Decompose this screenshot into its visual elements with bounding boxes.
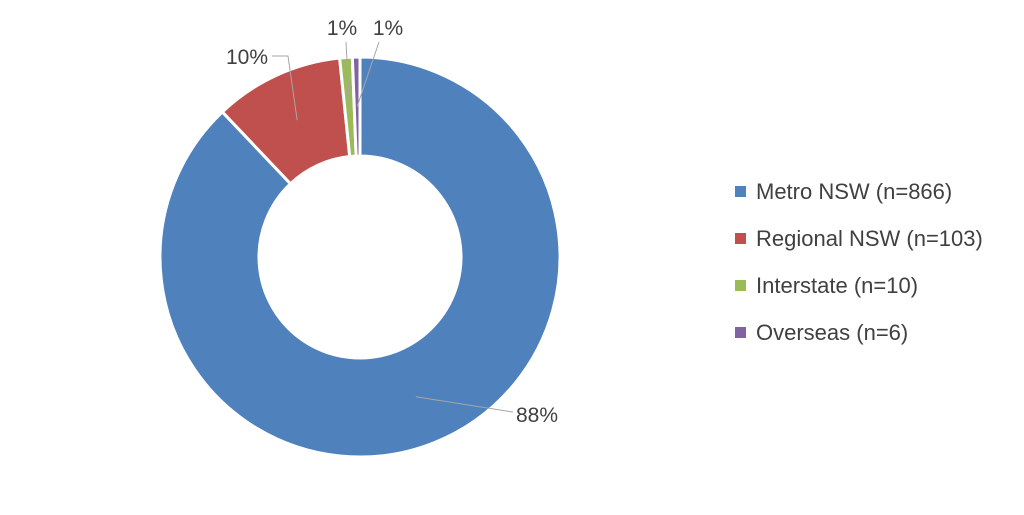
chart-data-labels: 88% 10% 1% 1% bbox=[226, 17, 558, 427]
legend-label-metro-nsw: Metro NSW (n=866) bbox=[756, 178, 953, 204]
legend-swatch-regional-nsw bbox=[735, 233, 746, 244]
leader-line-regional-nsw bbox=[272, 55, 298, 121]
chart-slices bbox=[158, 55, 562, 459]
slice-metro-nsw bbox=[158, 55, 562, 459]
legend-swatch-overseas bbox=[735, 327, 746, 338]
slice-overseas bbox=[350, 55, 362, 158]
legend-item-metro-nsw: Metro NSW (n=866) bbox=[735, 168, 983, 215]
data-label-overseas: 1% bbox=[373, 17, 403, 40]
legend-label-overseas: Overseas (n=6) bbox=[756, 319, 909, 345]
data-label-interstate: 1% bbox=[327, 17, 357, 40]
legend-swatch-interstate bbox=[735, 280, 746, 291]
legend-item-overseas: Overseas (n=6) bbox=[735, 309, 983, 356]
leader-line-interstate bbox=[345, 41, 350, 107]
chart-legend: Metro NSW (n=866) Regional NSW (n=103) I… bbox=[735, 168, 983, 356]
data-label-regional-nsw: 10% bbox=[226, 46, 268, 69]
legend-label-interstate: Interstate (n=10) bbox=[756, 272, 919, 298]
legend-label-regional-nsw: Regional NSW (n=103) bbox=[756, 225, 983, 251]
leader-line-overseas bbox=[356, 41, 380, 107]
data-label-metro-nsw: 88% bbox=[516, 404, 558, 427]
legend-swatch-metro-nsw bbox=[735, 186, 746, 197]
legend-item-regional-nsw: Regional NSW (n=103) bbox=[735, 215, 983, 262]
legend-item-interstate: Interstate (n=10) bbox=[735, 262, 983, 309]
leader-line-metro-nsw bbox=[415, 396, 514, 413]
chart-leader-lines bbox=[272, 41, 514, 413]
